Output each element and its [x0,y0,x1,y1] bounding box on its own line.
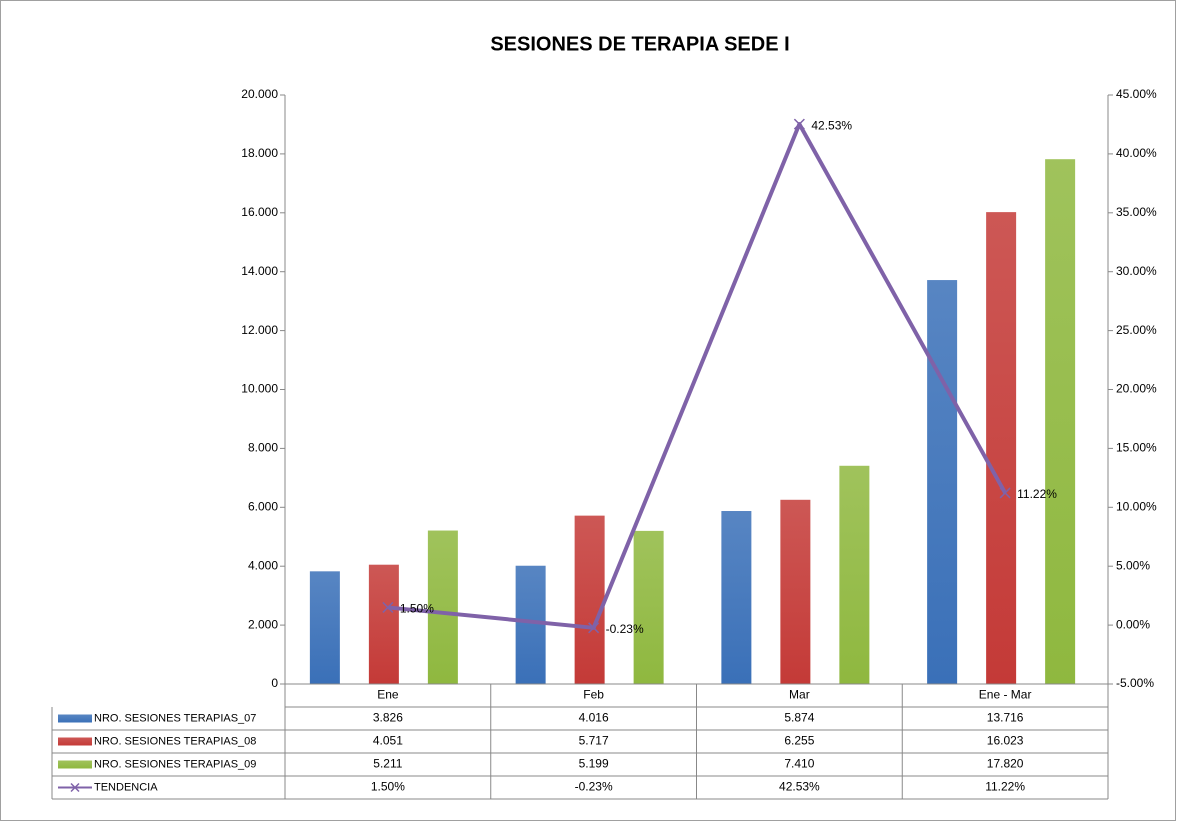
bar [309,571,340,684]
trend-line [387,122,1007,630]
trend-marker [382,601,394,613]
table-cell: 11.22% [985,780,1025,794]
data-label: 11.22% [1017,487,1057,501]
trend-marker [793,118,805,130]
table-header: Ene [377,688,399,702]
bar [721,511,752,684]
table-cell: 6.255 [784,734,814,748]
y-tick-label: 16.000 [241,205,278,219]
y2-tick-label: -5.00% [1116,676,1154,690]
y2-tick-label: 40.00% [1116,146,1157,160]
y-tick-label: 6.000 [248,499,278,513]
y2-tick-label: 15.00% [1116,441,1157,455]
bar [515,565,546,684]
y2-tick-label: 45.00% [1116,87,1157,101]
data-label: -0.23% [606,622,644,636]
legend-label: NRO. SESIONES TERAPIAS_09 [94,758,256,770]
legend-key [70,782,80,793]
y-tick-label: 14.000 [241,264,278,278]
bar [839,465,870,684]
y2-tick-label: 35.00% [1116,205,1157,219]
y2-tick-label: 10.00% [1116,499,1157,513]
table-header: Mar [789,688,810,702]
bar [633,530,664,684]
table-cell: 42.53% [779,780,820,794]
table-cell: 17.820 [987,757,1024,771]
table-cell: 13.716 [987,711,1024,725]
y-tick-label: 20.000 [241,87,278,101]
bar [368,564,399,684]
bar [574,515,605,684]
trend-marker [588,622,600,634]
table-cell: -0.23% [575,780,613,794]
y2-tick-label: 5.00% [1116,558,1150,572]
y-tick-label: 0 [271,676,278,690]
table-cell: 5.211 [373,757,402,771]
legend-label: TENDENCIA [94,781,158,793]
y-tick-label: 10.000 [241,382,278,396]
y2-tick-label: 0.00% [1116,617,1150,631]
y2-tick-label: 25.00% [1116,323,1157,337]
legend-key [58,714,92,723]
table-header: Feb [583,688,604,702]
table-cell: 5.199 [579,757,609,771]
table-header: Ene - Mar [979,688,1032,702]
table-cell: 3.826 [373,711,403,725]
bar [427,530,458,684]
bar [1045,159,1076,685]
data-label: 42.53% [811,118,852,132]
y2-tick-label: 20.00% [1116,382,1157,396]
trend-marker [999,487,1011,499]
y2-tick-label: 30.00% [1116,264,1157,278]
legend-key [58,737,92,746]
bar [927,280,958,684]
bar [780,499,811,684]
table-cell: 4.016 [579,711,609,725]
legend-key [58,760,92,769]
data-label: 1.50% [400,602,434,616]
y-tick-label: 8.000 [248,441,278,455]
table-cell: 7.410 [784,757,814,771]
y-tick-label: 18.000 [241,146,278,160]
bar [986,212,1017,684]
table-cell: 4.051 [373,734,403,748]
table-cell: 5.717 [579,734,609,748]
y-tick-label: 4.000 [248,558,278,572]
table-cell: 16.023 [987,734,1024,748]
legend-label: NRO. SESIONES TERAPIAS_07 [94,712,256,724]
y-tick-label: 12.000 [241,323,278,337]
table-cell: 1.50% [371,780,405,794]
table-cell: 5.874 [784,711,814,725]
chart-title: SESIONES DE TERAPIA SEDE I [490,33,789,55]
y-tick-label: 2.000 [248,617,278,631]
legend-label: NRO. SESIONES TERAPIAS_08 [94,735,256,747]
